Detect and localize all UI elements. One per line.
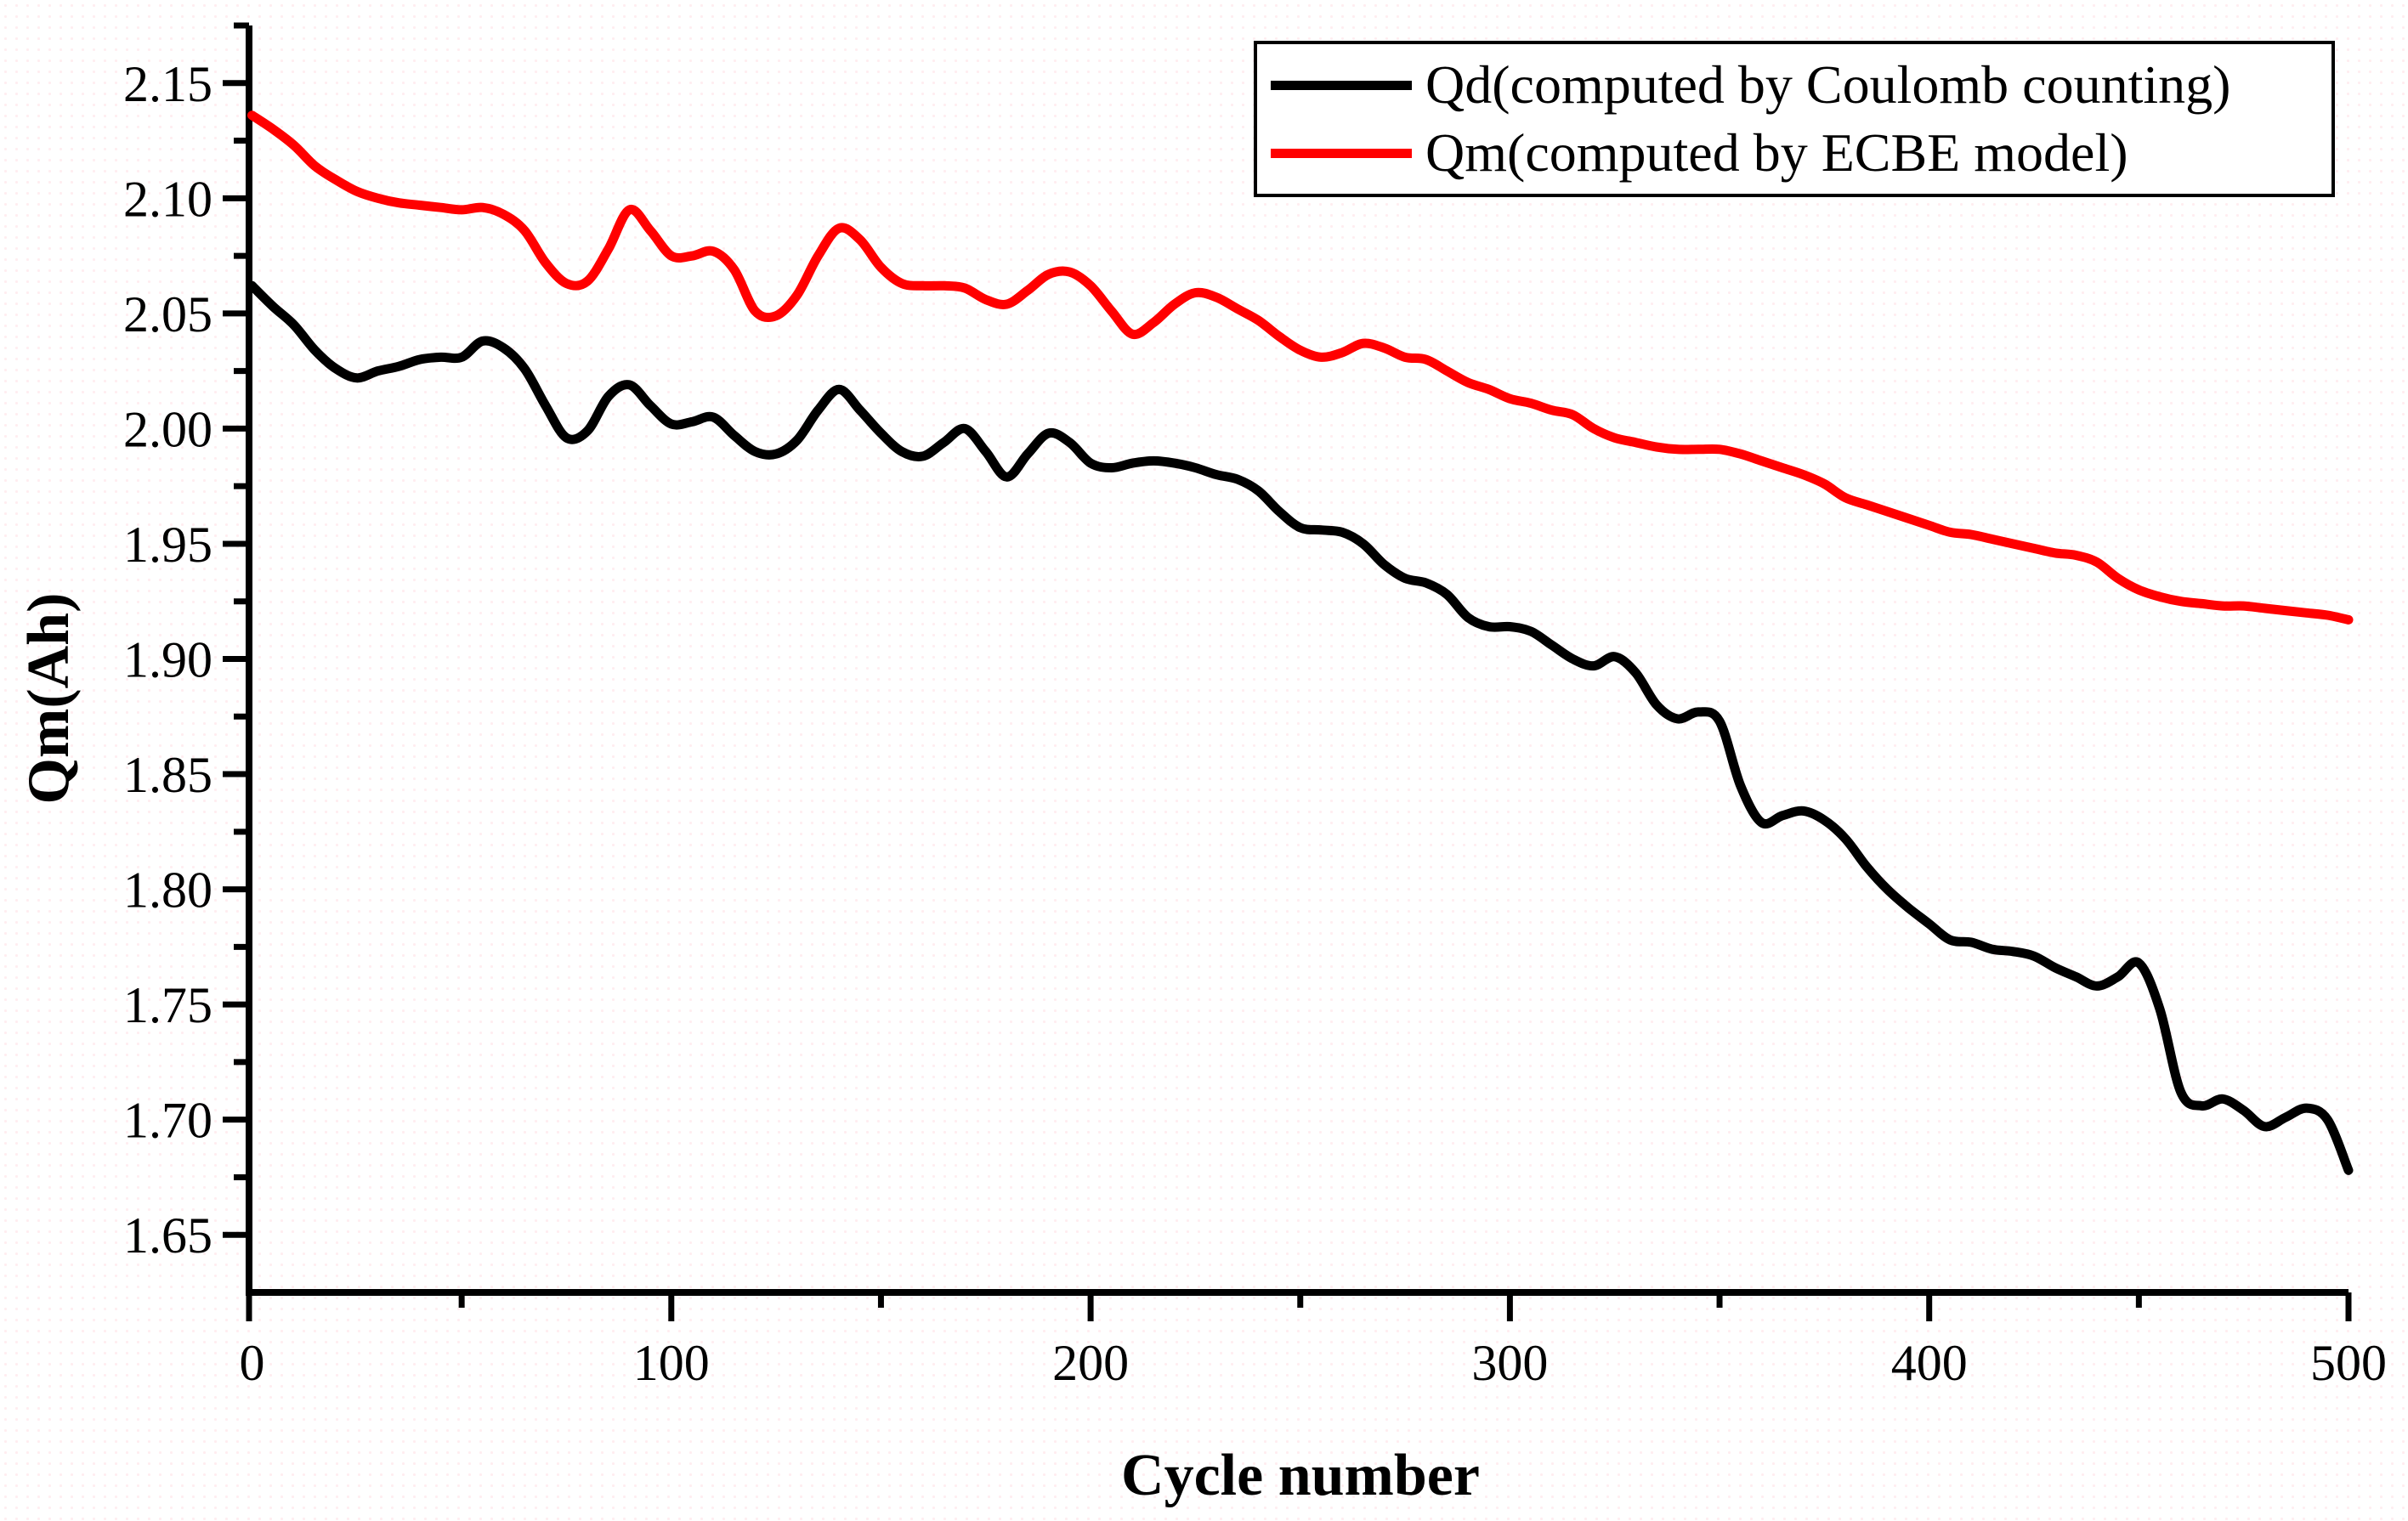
y-tick-label: 1.95 <box>123 517 212 573</box>
y-tick-label: 1.85 <box>123 747 212 803</box>
y-axis-title: Qm(Ah) <box>16 592 82 805</box>
y-tick-label: 2.05 <box>123 286 212 342</box>
y-tick-label: 2.15 <box>123 56 212 112</box>
x-tick-label: 400 <box>1891 1335 1968 1391</box>
tick-labels: 1.65 1.70 1.75 1.80 1.85 1.90 1.95 2.00 2.05 2.10… <box>123 56 2387 1391</box>
x-tick-label: 500 <box>2310 1335 2387 1391</box>
legend-item: Qd(computed by Coulomb counting) <box>1257 58 2332 112</box>
legend-label-qd: Qd(computed by Coulomb counting) <box>1425 54 2231 115</box>
x-tick-label: 100 <box>633 1335 710 1391</box>
qm-line-sample <box>1271 148 1412 158</box>
series-line-qd <box>247 280 2354 1175</box>
legend: Qd(computed by Coulomb counting) Qm(comp… <box>1254 41 2335 197</box>
axis-ticks <box>223 22 2352 1321</box>
qd-line-sample <box>1271 80 1412 90</box>
legend-item: Qm(computed by ECBE model) <box>1257 126 2332 180</box>
y-tick-label: 2.00 <box>123 401 212 457</box>
legend-label-qm: Qm(computed by ECBE model) <box>1425 122 2128 183</box>
x-tick-label: 300 <box>1471 1335 1548 1391</box>
y-tick-label: 1.70 <box>123 1093 212 1149</box>
data-series <box>247 110 2354 1175</box>
axes <box>246 25 2349 1296</box>
y-tick-label: 1.75 <box>123 977 212 1033</box>
x-axis-title: Cycle number <box>1121 1443 1480 1508</box>
y-tick-label: 1.80 <box>123 862 212 919</box>
x-tick-label: 0 <box>240 1335 265 1391</box>
y-tick-label: 2.10 <box>123 171 212 227</box>
x-tick-label: 200 <box>1052 1335 1129 1391</box>
y-tick-label: 1.65 <box>123 1207 212 1264</box>
series-line-qm <box>247 110 2354 625</box>
y-tick-label: 1.90 <box>123 632 212 688</box>
